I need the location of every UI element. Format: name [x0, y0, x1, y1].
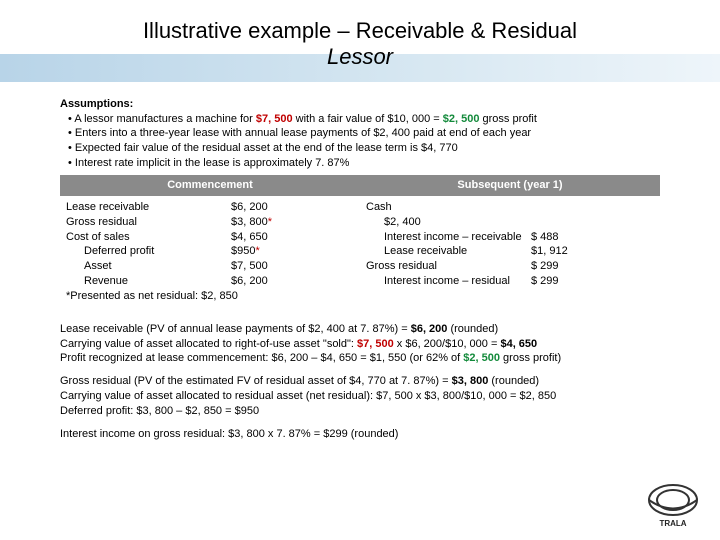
commencement-head: Commencement	[60, 175, 360, 196]
dp-val: $950*	[231, 244, 301, 259]
subsequent-col: Subsequent (year 1) Cash $2, 400 Interes…	[360, 175, 660, 312]
cash-amt: $2, 400	[366, 215, 531, 230]
trala-logo-icon: TRALA	[644, 482, 702, 528]
assumptions-heading: Assumptions:	[60, 97, 660, 112]
lr-label: Lease receivable	[66, 200, 231, 215]
subsequent-head: Subsequent (year 1)	[360, 175, 660, 196]
slide-title: Illustrative example – Receivable & Resi…	[0, 0, 720, 71]
title-sub: Lessor	[40, 44, 680, 70]
lr2-label: Lease receivable	[366, 244, 531, 259]
gr-label: Gross residual	[66, 215, 231, 230]
assumption-3: Expected fair value of the residual asse…	[68, 141, 660, 156]
ii-rec-val: $ 488	[531, 230, 601, 245]
dp-label: Deferred profit	[66, 244, 231, 259]
exp-1: Lease receivable (PV of annual lease pay…	[60, 322, 660, 367]
asset-label: Asset	[66, 259, 231, 274]
exp-3: Interest income on gross residual: $3, 8…	[60, 427, 660, 442]
lr-val: $6, 200	[231, 200, 301, 215]
assumption-4: Interest rate implicit in the lease is a…	[68, 156, 660, 171]
exp-2: Gross residual (PV of the estimated FV o…	[60, 374, 660, 419]
rev-val: $6, 200	[231, 274, 301, 289]
explanation-block: Lease receivable (PV of annual lease pay…	[0, 322, 720, 442]
assumption-2: Enters into a three-year lease with annu…	[68, 126, 660, 141]
ii-res-val: $ 299	[531, 274, 601, 289]
net-residual-note: *Presented as net residual: $2, 850	[66, 289, 354, 304]
assumption-1: A lessor manufactures a machine for $7, …	[68, 112, 660, 127]
cos-label: Cost of sales	[66, 230, 231, 245]
title-main: Illustrative example – Receivable & Resi…	[143, 18, 577, 43]
ii-res-label: Interest income – residual	[366, 274, 531, 289]
asset-val: $7, 500	[231, 259, 301, 274]
rev-label: Revenue	[66, 274, 231, 289]
ii-rec-label: Interest income – receivable	[366, 230, 531, 245]
assumptions-block: Assumptions: A lessor manufactures a mac…	[0, 97, 720, 312]
gr2-label: Gross residual	[366, 259, 531, 274]
cash-label: Cash	[366, 200, 531, 215]
lr2-val: $1, 912	[531, 244, 601, 259]
columns: Commencement Lease receivable$6, 200 Gro…	[60, 175, 660, 312]
commencement-col: Commencement Lease receivable$6, 200 Gro…	[60, 175, 360, 312]
svg-text:TRALA: TRALA	[659, 519, 686, 528]
gr2-val: $ 299	[531, 259, 601, 274]
cos-val: $4, 650	[231, 230, 301, 245]
gr-val: $3, 800*	[231, 215, 301, 230]
